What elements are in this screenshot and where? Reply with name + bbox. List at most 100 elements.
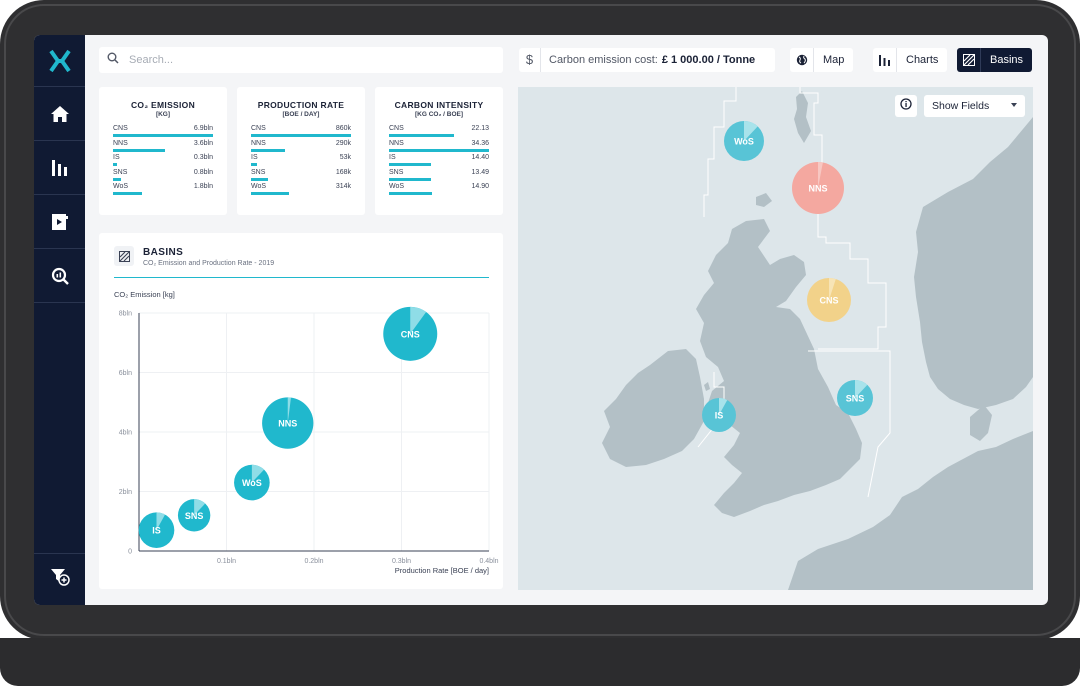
kpi-row-bar xyxy=(251,134,351,137)
kpi-rows: CNS 860k NNS 290k IS 53k SNS 168k WoS 314k xyxy=(251,125,351,198)
y-tick-label: 2bln xyxy=(119,489,132,496)
map-bubble-cns-label: CNS xyxy=(819,296,838,306)
basin-boundary-south xyxy=(808,350,891,498)
kpi-row-name: SNS xyxy=(113,168,128,176)
bubble-cns[interactable]: CNS xyxy=(383,306,438,361)
basins-map[interactable]: WoS NNS CNS SNS IS Show Fields xyxy=(518,87,1033,590)
kpi-row-value: 290k xyxy=(335,139,351,147)
kpi-title: CARBON INTENSITY xyxy=(394,100,484,110)
sidebar-item-charts[interactable] xyxy=(34,141,85,195)
search-input[interactable] xyxy=(129,54,469,66)
map-bubble-nns-slice xyxy=(818,162,823,188)
carbon-cost-display[interactable]: $ Carbon emission cost: £ 1 000.00 / Ton… xyxy=(519,48,775,72)
kpi-row: NNS 290k xyxy=(251,140,351,155)
kpi-row: WoS 14.90 xyxy=(389,183,489,198)
sidebar-item-analysis[interactable] xyxy=(34,249,85,303)
kpi-card-co2: CO₂ EMISSION [KG] CNS 6.9bln NNS 3.6bln IS 0.… xyxy=(99,87,227,215)
basin-boundary-north xyxy=(703,87,887,350)
kpi-row: CNS 22.13 xyxy=(389,125,489,140)
kpi-row-name: CNS xyxy=(251,125,266,132)
land-denmark xyxy=(970,405,992,441)
bubble-wos[interactable]: WoS xyxy=(234,464,270,501)
map-basin-bubbles[interactable]: WoS NNS CNS SNS IS xyxy=(702,121,873,432)
kpi-title: CO₂ EMISSION xyxy=(130,100,196,110)
y-tick-label: 4bln xyxy=(119,430,132,437)
kpi-row-value: 860k xyxy=(335,125,351,132)
chart-subtitle: CO₂ Emission and Production Rate - 2019 xyxy=(143,260,275,267)
map-bubble-sns-slice xyxy=(855,380,868,398)
kpi-row: CNS 6.9bln xyxy=(113,125,213,140)
kpi-row-value: 1.8bln xyxy=(193,183,213,191)
kpi-unit: [KG CO₂ / BOE] xyxy=(414,111,464,118)
charts-view-button[interactable]: Charts xyxy=(873,48,948,72)
bubble-is-label: IS xyxy=(152,526,161,536)
kpi-row-value: 0.3bln xyxy=(193,154,213,162)
x-axis-label: Production Rate [BOE / day] xyxy=(395,566,489,575)
kpi-row-value: 14.90 xyxy=(471,183,489,191)
bubble-sns-label: SNS xyxy=(185,511,204,521)
x-tick-label: 0.1bln xyxy=(217,558,236,565)
sidebar-item-export[interactable] xyxy=(34,195,85,249)
y-axis-label: CO₂ Emission [kg] xyxy=(114,290,175,299)
bubble-nns-label: NNS xyxy=(278,419,297,429)
map-bubble-nns[interactable]: NNS xyxy=(792,162,844,214)
kpi-row: SNS 168k xyxy=(251,169,351,184)
kpi-row-name: WoS xyxy=(113,183,129,191)
map-bubble-wos[interactable]: WoS xyxy=(724,121,764,161)
bubble-wos-circle xyxy=(234,464,270,501)
kpi-row-bar xyxy=(251,163,257,167)
map-bubble-sns-label: SNS xyxy=(846,394,865,404)
top-bar: $ Carbon emission cost: £ 1 000.00 / Ton… xyxy=(85,35,1048,87)
chart-divider xyxy=(114,277,489,278)
map-bubble-sns[interactable]: SNS xyxy=(837,380,873,416)
bubble-chart: CO₂ Emission [kg] 0 2bln 4bln 6bln 8bln 0.1bln… xyxy=(114,290,499,575)
y-tick-label: 8bln xyxy=(119,311,132,318)
kpi-row-name: IS xyxy=(113,154,120,162)
kpi-row-name: NNS xyxy=(251,139,266,147)
map-bubble-is[interactable]: IS xyxy=(702,398,736,432)
bubble-sns[interactable]: SNS xyxy=(177,499,211,532)
kpi-rows: CNS 6.9bln NNS 3.6bln IS 0.3bln SNS 0.8bln WoS 1.… xyxy=(113,125,213,198)
kpi-title: PRODUCTION RATE xyxy=(257,100,345,110)
bubble-sns-slice xyxy=(194,499,206,516)
kpi-row: NNS 3.6bln xyxy=(113,140,213,155)
search-box xyxy=(99,47,503,73)
kpi-row-name: NNS xyxy=(389,139,404,147)
bubble-is[interactable]: IS xyxy=(138,512,175,548)
filter-add-icon xyxy=(50,568,70,591)
map-bubble-wos-slice xyxy=(744,121,758,141)
info-button[interactable] xyxy=(895,95,917,117)
basins-chart-card: BASINS CO₂ Emission and Production Rate … xyxy=(99,233,503,589)
carbon-cost-value: £ 1 000.00 / Tonne xyxy=(661,54,756,66)
kpi-row-value: 13.49 xyxy=(471,168,489,176)
laptop-base xyxy=(0,638,1080,686)
x-logo-icon[interactable] xyxy=(34,35,85,87)
kpi-row-name: IS xyxy=(251,154,258,162)
basins-icon xyxy=(114,246,134,266)
sidebar-item-filter[interactable] xyxy=(34,553,85,605)
map-view-button[interactable]: Map xyxy=(790,48,854,72)
map-canvas[interactable]: WoS NNS CNS SNS IS xyxy=(518,87,1033,590)
globe-icon xyxy=(790,48,814,72)
sidebar-item-home[interactable] xyxy=(34,87,85,141)
map-bubble-is-label: IS xyxy=(715,411,724,421)
carbon-cost-label: Carbon emission cost: xyxy=(549,54,658,66)
kpi-card-production: PRODUCTION RATE [BOE / DAY] CNS 860k NNS 29… xyxy=(237,87,365,215)
land-orkney xyxy=(756,193,772,207)
map-bubble-cns[interactable]: CNS xyxy=(807,278,851,322)
x-tick-label: 0.3bln xyxy=(392,558,411,565)
bubble-nns[interactable]: NNS xyxy=(262,397,314,449)
kpi-row-value: 168k xyxy=(335,168,351,176)
magnify-chart-icon xyxy=(51,267,69,285)
bubble-wos-slice xyxy=(251,464,265,483)
y-tick-label: 6bln xyxy=(119,370,132,377)
kpi-row-bar xyxy=(251,148,285,152)
kpi-row-name: IS xyxy=(389,154,396,162)
bubble-sns-circle xyxy=(177,499,211,532)
basins-view-button[interactable]: Basins xyxy=(957,48,1033,72)
kpi-row-value: 6.9bln xyxy=(193,125,213,132)
show-fields-select[interactable]: Show Fields xyxy=(924,95,1025,117)
home-icon xyxy=(50,105,70,123)
bubble-cns-circle xyxy=(383,306,438,361)
kpi-row-name: CNS xyxy=(389,125,404,132)
